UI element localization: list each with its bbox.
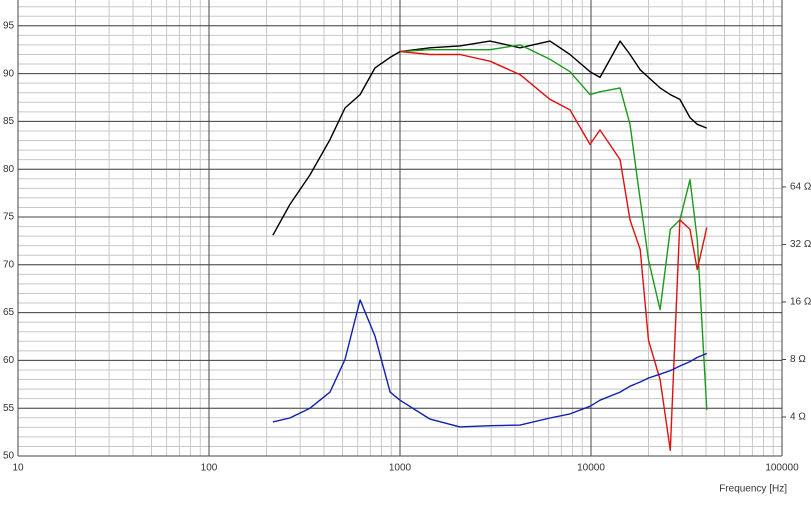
y-tick-label: 75 — [3, 212, 15, 223]
y-tick-label: 65 — [3, 307, 15, 318]
x-tick-label: 100000 — [765, 463, 799, 474]
y2-tick-label: 32 Ω — [790, 239, 811, 250]
x-tick-label: 10000 — [577, 463, 605, 474]
y-tick-label: 80 — [3, 164, 15, 175]
series-line — [272, 299, 708, 428]
y2-tick-label: 64 Ω — [790, 182, 811, 193]
series-line — [399, 50, 708, 451]
y-tick-label: 85 — [3, 116, 15, 127]
x-tick-label: 100 — [201, 463, 218, 474]
y-tick-label: 60 — [3, 355, 15, 366]
y-tick-label: 50 — [3, 451, 15, 462]
y-tick-label: 95 — [3, 20, 15, 31]
series-line — [272, 40, 708, 236]
y2-tick-label: 8 Ω — [790, 354, 806, 365]
x-tick-label: 1000 — [389, 463, 412, 474]
y-tick-label: 70 — [3, 259, 15, 270]
y2-tick-label: 4 Ω — [790, 412, 806, 423]
x-tick-label: 10 — [12, 463, 24, 474]
x-axis-label: Frequency [Hz] — [719, 484, 787, 495]
grid — [17, 0, 786, 457]
plot-lines — [272, 40, 708, 451]
y-tick-label: 55 — [3, 403, 15, 414]
y-tick-label: 90 — [3, 68, 15, 79]
y2-tick-label: 16 Ω — [790, 297, 811, 308]
